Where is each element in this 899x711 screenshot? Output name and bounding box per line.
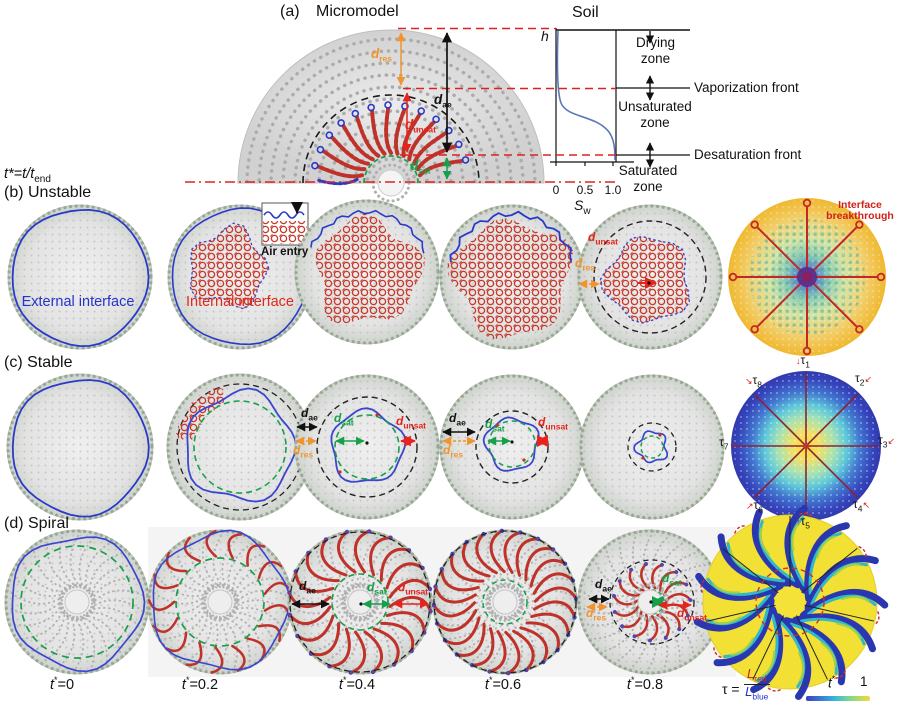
snapshot-discs [4,198,886,697]
time-label-02: t*=0.2 [181,675,219,693]
colorbar-label: t* [828,674,836,691]
desaturation-front-label: Desaturation front [694,147,802,162]
d-res-label-b5: dres [575,256,596,273]
saturated-zone-label: Saturated zone [618,163,678,194]
tau-5-label: ↑τ5 [796,514,810,531]
internal-interface-label: Internal interface [185,294,295,310]
sw-axis-label: Sw [574,197,591,217]
tau-1-label: ↓τ1 [796,353,810,370]
d-sat-label-c4: dsat [485,417,505,434]
tau-equation-symbol: τ = [722,681,740,697]
tau-3-label: τ3↙ [878,433,896,450]
unsaturated-zone-label: Unsaturated zone [618,99,692,130]
time-label-08: t*=0.8 [626,675,664,693]
d-sat-label-d5: dsat [662,571,682,588]
d-sat-label-a: dsat [410,158,431,176]
measurement-arrows [291,32,692,612]
colorbar-max: 1 [860,674,868,689]
d-unsat-label-d5: dunsat [677,606,708,623]
sw-tick-10: 1.0 [604,183,622,197]
d-unsat-label-b5: dunsat [588,230,619,247]
tau-equation-fraction: Lred Lblue [744,666,770,702]
interface-breakthrough-label: Interface breakthrough [826,199,894,222]
tau-8-label: ↘τ8 [745,373,763,390]
d-res-label-a: dres [371,46,393,64]
d-ae-label-a: dae [434,92,452,110]
row-c-label: (c) Stable [4,354,73,371]
tau-arrow-icon: ↙ [887,436,896,446]
tau-arrow-icon: ↗ [746,501,754,511]
air-entry-label: Air entry [261,246,309,258]
d-ae-label-c3: dae [301,406,318,423]
micromodel-title: Micromodel [316,3,399,20]
tau-arrow-icon: ↙ [864,374,873,384]
d-unsat-label-c3: dunsat [396,414,427,431]
time-colorbar [806,696,870,701]
tau-6-label: ↗τ6 [746,498,764,515]
d-sat-label-c3: dsat [334,411,354,428]
d-res-label-d5: dres [586,606,607,623]
tau-2-label: τ2↙ [855,371,873,388]
d-res-label-c4: dres [443,443,464,460]
tau-arrow-icon: ↖ [862,500,871,510]
time-label-0: t*=0 [49,675,75,693]
panel-a-index: (a) [280,3,300,20]
panel-a-soil-plot [550,28,690,168]
time-label-06: t*=0.6 [484,675,522,693]
external-interface-label: External interface [21,294,135,310]
tau-arrow-icon: ↘ [745,376,753,386]
soil-title: Soil [572,4,599,21]
d-ae-label-d3: dae [299,579,316,596]
vaporization-front-label: Vaporization front [694,80,799,95]
h-axis-label: h [541,28,549,44]
time-label-04: t*=0.4 [338,675,376,693]
tau-4-label: τ4↖ [853,497,871,514]
d-ae-label-c4: dae [449,411,466,428]
tau-7-label: τ7→ [719,435,738,452]
drying-zone-label: Drying zone [635,35,675,66]
d-unsat-label-d3: dunsat [398,580,429,597]
d-unsat-label-a: dunsat [405,117,436,135]
time-definition: t*=t/tend [4,166,51,185]
d-sat-label-d3: dsat [367,580,387,597]
row-d-label: (d) Spiral [4,515,69,532]
d-res-label-c3: dres [293,443,314,460]
tau-arrow-icon: ↓ [796,356,801,366]
sw-tick-05: 0.5 [576,183,594,197]
depth-reference-lines [185,27,617,183]
sw-tick-0: 0 [552,183,560,197]
tau-arrow-icon: ↑ [796,517,801,527]
row-b-label: (b) Unstable [4,184,92,201]
panel-a-micromodel-graphic [237,29,545,203]
d-ae-label-d5: dae [595,577,612,594]
d-unsat-label-c4: dunsat [538,415,569,432]
tau-arrow-icon: → [728,438,738,448]
